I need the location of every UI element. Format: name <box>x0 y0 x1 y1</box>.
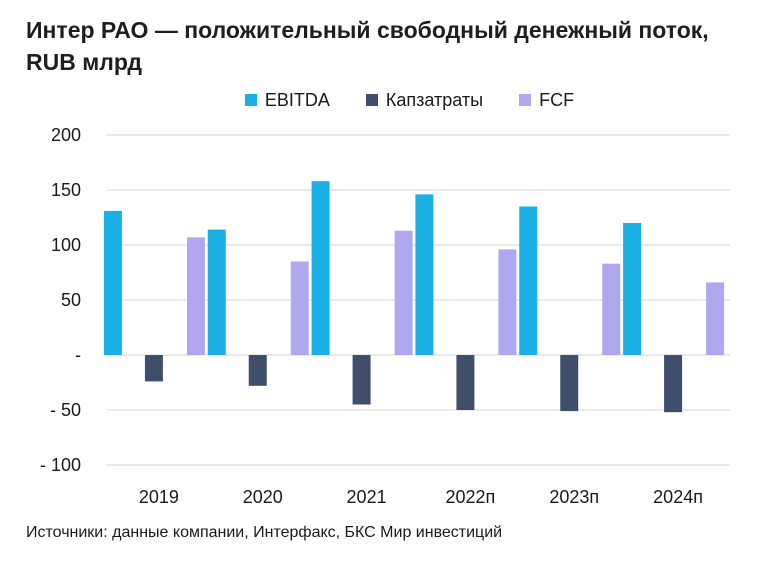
x-tick-label: 2023п <box>549 487 599 507</box>
x-tick-label: 2024п <box>653 487 703 507</box>
chart-title: Интер РАО — положительный свободный дене… <box>26 17 709 75</box>
y-tick-label: 100 <box>51 235 81 255</box>
bar-EBITDA-2020 <box>207 229 226 355</box>
bar-Капзатраты-2021 <box>352 355 371 405</box>
x-tick-label: 2019 <box>139 487 179 507</box>
chart-legend: EBITDA Капзатраты FCF <box>0 89 759 111</box>
legend-item-capex: Капзатраты <box>365 89 484 111</box>
bar-EBITDA-2021 <box>311 181 330 355</box>
bar-FCF-2019 <box>186 237 205 355</box>
legend-swatch-capex <box>365 94 378 106</box>
y-tick-label: 50 <box>61 290 81 310</box>
x-tick-label: 2022п <box>446 487 496 507</box>
x-tick-label: 2021 <box>347 487 387 507</box>
legend-swatch-ebitda <box>244 94 257 106</box>
bar-EBITDA-2024п <box>623 223 642 355</box>
bar-Капзатраты-2024п <box>664 355 683 413</box>
bar-EBITDA-2023п <box>519 206 538 355</box>
bar-Капзатраты-2019 <box>144 355 163 382</box>
legend-item-ebitda: EBITDA <box>244 89 330 111</box>
bar-FCF-2022п <box>498 249 517 355</box>
bar-FCF-2020 <box>290 261 309 355</box>
bar-EBITDA-2019 <box>103 210 122 355</box>
y-tick-label: 150 <box>51 180 81 200</box>
legend-swatch-fcf <box>519 94 532 106</box>
bar-FCF-2023п <box>602 263 621 355</box>
bar-FCF-2021 <box>394 230 413 355</box>
y-tick-label: - 100 <box>40 455 81 475</box>
legend-label-ebitda: EBITDA <box>264 89 330 110</box>
source-note: Источники: данные компании, Интерфакс, Б… <box>26 524 503 541</box>
legend-label-fcf: FCF <box>539 89 575 110</box>
bar-FCF-2024п <box>706 282 725 355</box>
y-tick-label: - 50 <box>50 400 81 420</box>
y-tick-label: - <box>75 345 81 365</box>
bar-Капзатраты-2020 <box>248 355 267 386</box>
legend-item-fcf: FCF <box>519 89 574 111</box>
bar-Капзатраты-2023п <box>560 355 579 412</box>
bar-EBITDA-2022п <box>415 194 434 355</box>
bar-Капзатраты-2022п <box>456 355 475 410</box>
y-tick-label: 200 <box>51 125 81 145</box>
x-tick-label: 2020 <box>243 487 283 507</box>
legend-label-capex: Капзатраты <box>385 89 484 110</box>
